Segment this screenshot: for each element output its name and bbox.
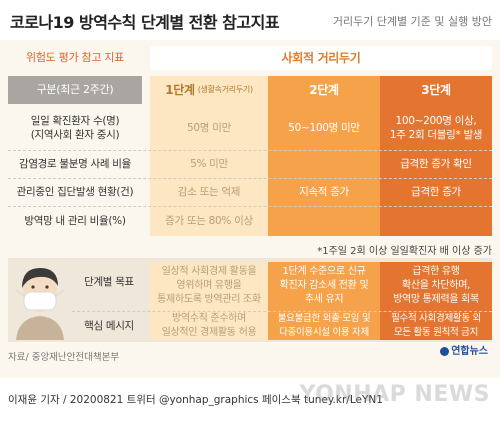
row-label-managed-ratio: 방역망 내 관리 비율(%) xyxy=(24,215,126,227)
risk-indicator-header: 위험도 평가 참고 지표 xyxy=(26,51,124,64)
row-unknown-route-stage2 xyxy=(268,152,380,176)
stage3-lower-bg xyxy=(380,262,492,340)
row-goal-stage2: 1단계 수준으로 신규 확진자 감소세 전환 및 추세 유지 xyxy=(279,266,369,305)
stage3-column-bg xyxy=(380,76,492,236)
credit-line: 이재윤 기자 / 20200821 트위터 @yonhap_graphics 페… xyxy=(8,394,383,406)
header: 코로나19 방역수칙 단계별 전환 참고지표 거리두기 단계별 기준 및 실행 … xyxy=(0,0,500,40)
footer: 연합뉴스 이재윤 기자 / 20200821 트위터 @yonhap_graph… xyxy=(0,346,500,426)
row-daily-cases-stage1: 50명 미만 xyxy=(187,122,231,134)
row-label-message: 핵심 메시지 xyxy=(84,320,134,332)
page-subtitle: 거리두기 단계별 기준 및 실행 방안 xyxy=(332,15,492,28)
stage1-subname: (생활속거리두기) xyxy=(197,85,253,94)
row-message-stage3: 필수적 사회경제활동 외 모든 활동 원칙적 금지 xyxy=(391,313,481,338)
row-label-goal: 단계별 목표 xyxy=(84,276,134,288)
label-header: 구분(최근 2주간) xyxy=(36,83,114,96)
row-divider xyxy=(8,150,492,151)
row-managed-ratio-stage2 xyxy=(268,208,380,234)
row-managed-ratio-stage1: 증가 또는 80% 이상 xyxy=(165,215,253,227)
label-header-bar xyxy=(8,76,142,104)
stage1-column-bg xyxy=(150,76,268,236)
row-label-unknown-route: 감염경로 불분명 사례 비율 xyxy=(18,158,132,170)
social-distancing-header: 사회적 거리두기 xyxy=(150,46,492,70)
stage3-header: 3단계 xyxy=(421,83,451,97)
stage1-lower-bg xyxy=(150,262,268,340)
row-message-stage2: 불요불급한 외출·모임 및 다중이용시설 이용 자제 xyxy=(277,313,371,338)
stage1-name: 1단계 xyxy=(165,83,195,97)
row-goal-stage1: 일상적 사회경제 활동을 영위하며 유행을 통제하도록 방역관리 조화 xyxy=(157,266,261,305)
yonhap-logo-text: 연합뉴스 xyxy=(451,346,488,357)
row-clusters-stage2: 지속적 증가 xyxy=(299,186,349,198)
stage2-column-bg xyxy=(268,76,380,236)
row-label-daily-cases: 일일 확진환자 수(명) (지역사회 환자 중시) xyxy=(30,115,120,141)
yonhap-logo-icon xyxy=(440,346,450,356)
row-clusters-stage3: 급격한 증가 xyxy=(411,186,461,198)
watermark: YONHAP NEWS xyxy=(299,382,490,407)
footnote: *1주일 2회 이상 일일확진자 배 이상 증가 xyxy=(317,246,492,257)
row-goal-stage3: 급격한 유행 확산을 차단하며, 방역망 통제력을 회복 xyxy=(393,266,479,305)
row-divider xyxy=(8,206,492,207)
masked-person-icon xyxy=(15,268,65,340)
stage2-lower-bg xyxy=(268,262,380,340)
row-label-clusters: 관리중인 집단발생 현황(건) xyxy=(16,186,134,198)
stage1-header: 1단계 (생활속거리두기) xyxy=(150,76,268,104)
source-text: 자료/ 중앙재난안전대책본부 xyxy=(8,352,120,363)
row-daily-cases-stage3: 100~200명 이상, 1주 2회 더블링* 발생 xyxy=(389,115,483,141)
row-clusters-stage1: 감소 또는 억제 xyxy=(177,186,241,198)
row-unknown-route-stage3: 급격한 증가 확인 xyxy=(400,158,472,170)
row-divider xyxy=(8,178,492,179)
yonhap-logo: 연합뉴스 xyxy=(440,342,488,357)
row-unknown-route-stage1: 5% 미만 xyxy=(190,158,228,170)
row-message-stage1: 방역수칙 준수하며 일상적인 경제활동 허용 xyxy=(161,313,257,338)
row-divider xyxy=(72,311,492,312)
stage2-header: 2단계 xyxy=(309,83,339,97)
row-daily-cases-stage2: 50~100명 미만 xyxy=(288,122,360,134)
page-title: 코로나19 방역수칙 단계별 전환 참고지표 xyxy=(10,13,280,32)
row-managed-ratio-stage3 xyxy=(380,208,492,234)
